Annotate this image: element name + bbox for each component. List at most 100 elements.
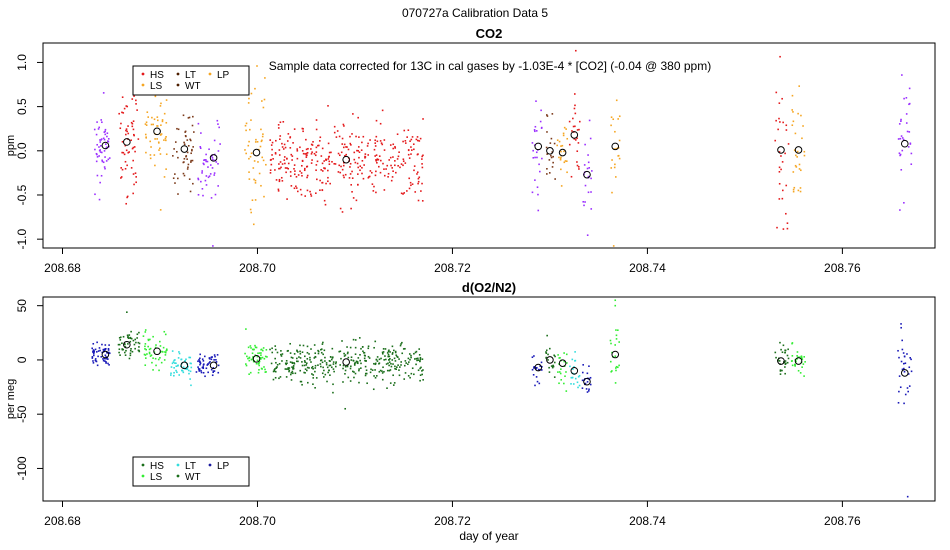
group-mean-marker [252, 148, 261, 157]
data-point [218, 126, 220, 129]
data-point [411, 183, 414, 185]
data-point [104, 344, 107, 346]
data-point [198, 370, 201, 372]
data-point [121, 140, 124, 143]
data-point [197, 360, 199, 363]
data-point [309, 359, 311, 361]
data-point [177, 357, 180, 359]
data-point [407, 153, 410, 156]
data-point [563, 161, 566, 164]
data-point [94, 348, 97, 351]
data-point [94, 358, 97, 360]
group-mean-marker [123, 138, 131, 146]
data-point [416, 139, 419, 142]
data-point [104, 128, 107, 131]
x-tick-label: 208.70 [239, 514, 276, 528]
data-point [419, 374, 422, 376]
data-point [418, 354, 421, 356]
data-point [248, 178, 251, 180]
data-point [389, 351, 391, 353]
data-point [299, 344, 301, 347]
group-mean-marker [900, 139, 909, 148]
data-point [385, 363, 388, 365]
data-point [327, 371, 329, 374]
data-point [610, 342, 612, 345]
data-point [278, 163, 280, 165]
data-point [584, 382, 587, 385]
data-point [578, 128, 580, 131]
group-mean-marker [180, 361, 189, 370]
data-point [386, 387, 388, 389]
data-point [104, 354, 107, 357]
data-point [609, 360, 612, 363]
data-point [182, 172, 185, 175]
data-point [264, 77, 266, 79]
data-point [297, 360, 299, 363]
data-point [374, 174, 377, 177]
data-point [159, 133, 162, 136]
data-point [358, 151, 361, 154]
data-point [278, 149, 281, 151]
data-point [389, 369, 392, 371]
data-point [313, 344, 316, 346]
data-point [199, 147, 202, 150]
data-point [552, 161, 554, 164]
data-point [148, 351, 151, 354]
data-point [149, 140, 152, 143]
data-point [91, 357, 94, 359]
data-point [532, 157, 535, 159]
data-point [304, 153, 307, 155]
data-point [258, 172, 261, 175]
legend-marker [176, 463, 180, 467]
data-point [908, 385, 911, 387]
data-point [263, 366, 265, 368]
data-point [321, 343, 324, 345]
data-point [387, 353, 390, 356]
data-point [278, 154, 281, 156]
data-point [164, 354, 167, 356]
data-point [565, 353, 568, 356]
data-point [395, 368, 397, 371]
data-point [317, 350, 320, 353]
data-point [151, 116, 153, 119]
x-tick-label: 208.72 [434, 261, 471, 275]
data-point [103, 150, 106, 152]
data-point [309, 356, 311, 359]
data-point [314, 352, 317, 355]
legend-label: LS [150, 472, 163, 483]
data-point [615, 338, 618, 340]
data-point [275, 361, 277, 364]
data-point [203, 363, 205, 365]
data-point [281, 146, 284, 148]
group-mean-marker [794, 357, 803, 365]
data-point [545, 349, 548, 352]
legend-label: LP [217, 461, 230, 472]
data-point [800, 356, 803, 358]
data-point [546, 167, 548, 170]
data-point [97, 128, 100, 130]
y-tick-label: 0.5 [15, 98, 29, 115]
data-point [149, 154, 152, 156]
data-point [347, 351, 349, 354]
data-point [535, 151, 538, 154]
data-point [324, 203, 327, 206]
data-point [800, 114, 802, 117]
data-point [904, 393, 907, 396]
data-point [134, 150, 136, 153]
data-point [374, 142, 377, 144]
data-point [350, 356, 353, 359]
data-point [397, 164, 399, 167]
data-point [373, 375, 375, 377]
data-point [249, 208, 252, 211]
data-point [583, 204, 585, 207]
data-point [422, 154, 424, 157]
data-point [327, 180, 329, 183]
data-point [199, 363, 201, 366]
data-point [411, 149, 413, 151]
data-point [144, 133, 147, 136]
data-point [582, 364, 584, 366]
data-point [173, 374, 175, 377]
data-point [534, 384, 536, 387]
data-point [104, 156, 106, 158]
data-point [415, 138, 418, 141]
